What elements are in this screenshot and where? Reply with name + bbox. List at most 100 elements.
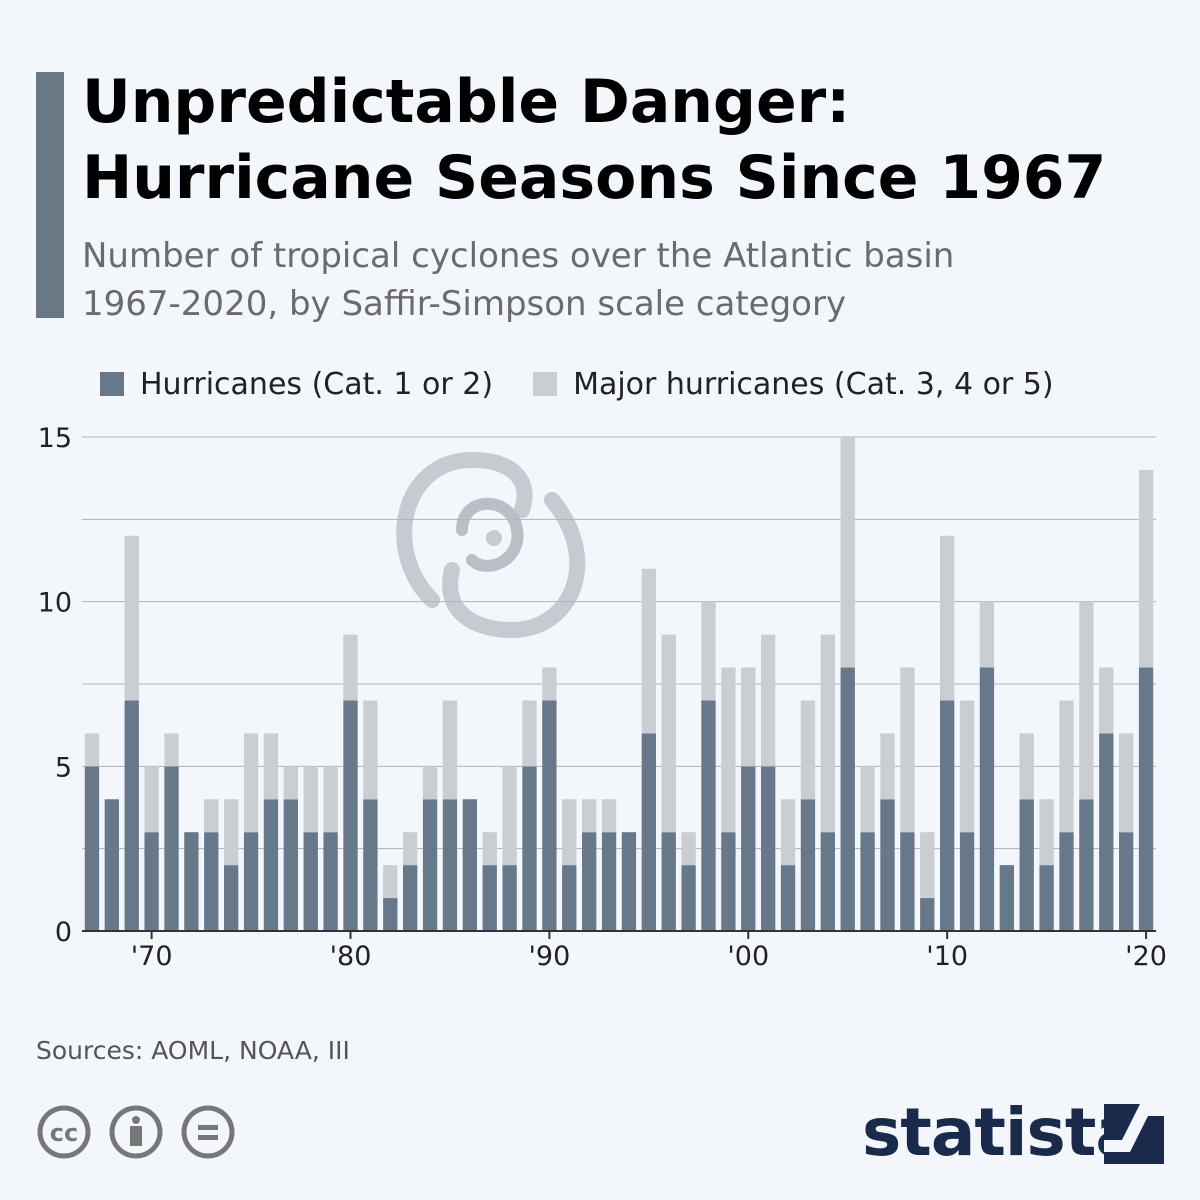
bar-hurricanes-1990 [542, 700, 557, 931]
bar-hurricanes-2011 [959, 832, 975, 931]
bar-hurricanes-1999 [721, 832, 736, 931]
bar-major-hurricanes-1996 [661, 634, 676, 833]
bar-major-hurricanes-1980 [343, 634, 358, 701]
statista-wordmark: statista [862, 1094, 1140, 1171]
subtitle-line-1: Number of tropical cyclones over the Atl… [82, 236, 955, 276]
bar-major-hurricanes-1992 [582, 799, 597, 833]
bar-major-hurricanes-1997 [681, 832, 696, 866]
x-tick-label: '00 [727, 941, 769, 972]
bar-hurricanes-2006 [860, 832, 875, 931]
bar-hurricanes-2013 [999, 865, 1014, 931]
title-line-1: Unpredictable Danger: [82, 67, 851, 137]
bar-hurricanes-1968 [104, 799, 119, 931]
bar-hurricanes-1974 [224, 865, 239, 931]
bar-major-hurricanes-1977 [283, 766, 298, 800]
bar-hurricanes-2012 [979, 667, 995, 931]
bar-major-hurricanes-2004 [820, 634, 835, 833]
y-tick-label: 0 [55, 917, 72, 948]
bar-major-hurricanes-1983 [403, 832, 418, 866]
x-tick-label: '10 [926, 941, 968, 972]
bar-major-hurricanes-2015 [1039, 799, 1054, 866]
bar-major-hurricanes-1991 [562, 799, 577, 866]
bar-major-hurricanes-2002 [780, 799, 796, 866]
legend-item-hurricanes: Hurricanes (Cat. 1 or 2) [100, 367, 493, 402]
svg-text:cc: cc [50, 1119, 78, 1147]
bar-major-hurricanes-1985 [442, 700, 458, 800]
bar-hurricanes-1969 [124, 700, 139, 931]
bar-major-hurricanes-1999 [721, 667, 736, 833]
bar-hurricanes-1978 [303, 832, 318, 931]
bar-major-hurricanes-1975 [243, 733, 259, 833]
no-derivatives-icon [181, 1105, 235, 1159]
legend-label-hurricanes: Hurricanes (Cat. 1 or 2) [140, 366, 494, 402]
bar-hurricanes-1984 [422, 799, 438, 931]
bar-major-hurricanes-1979 [323, 766, 338, 833]
bar-hurricanes-1971 [164, 766, 179, 931]
page-title: Unpredictable Danger: Hurricane Seasons … [82, 64, 1182, 216]
bar-major-hurricanes-2005 [840, 437, 855, 668]
bar-hurricanes-2018 [1099, 733, 1114, 931]
x-tick-label: '70 [131, 941, 173, 972]
bar-major-hurricanes-2017 [1079, 601, 1094, 800]
hurricane-bar-chart: 0 5 10 15 '70 '80 '90 '00 '10 '20 [38, 423, 1167, 972]
bar-major-hurricanes-1970 [144, 766, 159, 833]
bar-hurricanes-1973 [204, 832, 219, 931]
bar-hurricanes-2016 [1059, 832, 1074, 931]
bar-hurricanes-2020 [1138, 667, 1154, 931]
bar-major-hurricanes-1981 [363, 700, 378, 800]
bar-major-hurricanes-2019 [1119, 733, 1134, 833]
bar-major-hurricanes-1984 [422, 766, 438, 800]
bar-hurricanes-1994 [621, 832, 637, 931]
license-icons: cc [37, 1105, 235, 1159]
y-tick-label: 5 [55, 752, 72, 783]
bar-major-hurricanes-1993 [601, 799, 617, 833]
bar-hurricanes-1986 [462, 799, 477, 931]
legend-item-major-hurricanes: Major hurricanes (Cat. 3, 4 or 5) [533, 367, 1054, 402]
legend-label-major-hurricanes: Major hurricanes (Cat. 3, 4 or 5) [573, 366, 1054, 402]
bar-major-hurricanes-1998 [701, 601, 716, 701]
bar-major-hurricanes-1969 [124, 535, 139, 701]
bar-major-hurricanes-1995 [641, 568, 656, 734]
bar-hurricanes-2014 [1019, 799, 1034, 931]
bar-hurricanes-1982 [383, 898, 398, 931]
bar-major-hurricanes-1987 [482, 832, 497, 866]
subtitle: Number of tropical cyclones over the Atl… [82, 232, 1182, 328]
bar-major-hurricanes-1973 [204, 799, 219, 833]
bar-major-hurricanes-1967 [84, 733, 100, 767]
bar-hurricanes-1975 [243, 832, 259, 931]
x-tick-label: '90 [528, 941, 570, 972]
bar-hurricanes-1981 [363, 799, 378, 931]
bar-major-hurricanes-1974 [224, 799, 239, 866]
bar-hurricanes-2017 [1079, 799, 1094, 931]
bar-hurricanes-1992 [582, 832, 597, 931]
bar-hurricanes-1991 [562, 865, 577, 931]
legend-swatch-major-hurricanes [533, 372, 558, 396]
title-line-2: Hurricane Seasons Since 1967 [82, 143, 1107, 213]
bar-hurricanes-2003 [800, 799, 816, 931]
x-tick-label: '80 [330, 941, 372, 972]
bar-major-hurricanes-1976 [263, 733, 279, 800]
bar-major-hurricanes-2012 [979, 601, 995, 668]
bar-hurricanes-2002 [780, 865, 796, 931]
bar-hurricanes-2009 [920, 898, 935, 931]
bar-major-hurricanes-2010 [940, 535, 955, 701]
bar-hurricanes-1985 [442, 799, 458, 931]
bar-hurricanes-2004 [820, 832, 835, 931]
bar-major-hurricanes-2007 [880, 733, 895, 800]
bar-hurricanes-2019 [1119, 832, 1134, 931]
subtitle-line-2: 1967-2020, by Saffir-Simpson scale categ… [82, 284, 847, 324]
bar-major-hurricanes-1971 [164, 733, 179, 767]
bar-hurricanes-1977 [283, 799, 298, 931]
bar-major-hurricanes-2020 [1138, 469, 1154, 668]
bar-hurricanes-2015 [1039, 865, 1054, 931]
bar-major-hurricanes-2008 [900, 667, 915, 833]
bar-hurricanes-1998 [701, 700, 716, 931]
bar-hurricanes-1996 [661, 832, 676, 931]
attribution-icon [109, 1105, 163, 1159]
bar-major-hurricanes-2014 [1019, 733, 1034, 800]
bar-hurricanes-2000 [741, 766, 756, 931]
bar-major-hurricanes-2018 [1099, 667, 1114, 734]
bar-hurricanes-2007 [880, 799, 895, 931]
bar-major-hurricanes-1989 [522, 700, 537, 767]
bar-major-hurricanes-2000 [741, 667, 756, 767]
